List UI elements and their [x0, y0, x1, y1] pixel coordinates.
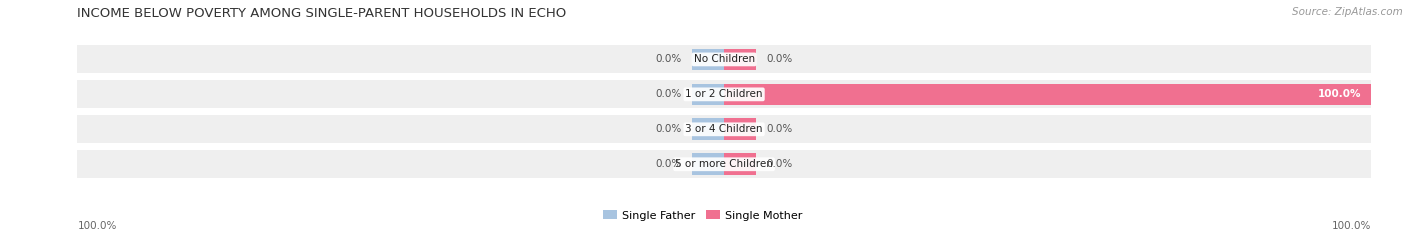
Bar: [724, 118, 756, 140]
Bar: [692, 153, 724, 175]
Bar: [692, 49, 724, 70]
Text: INCOME BELOW POVERTY AMONG SINGLE-PARENT HOUSEHOLDS IN ECHO: INCOME BELOW POVERTY AMONG SINGLE-PARENT…: [77, 7, 567, 20]
Text: 0.0%: 0.0%: [655, 55, 682, 64]
Text: 3 or 4 Children: 3 or 4 Children: [685, 124, 763, 134]
Bar: [77, 150, 1371, 178]
Text: 1 or 2 Children: 1 or 2 Children: [685, 89, 763, 99]
Text: 5 or more Children: 5 or more Children: [675, 159, 773, 169]
Text: 0.0%: 0.0%: [655, 89, 682, 99]
Bar: [77, 115, 1371, 143]
Text: 100.0%: 100.0%: [77, 221, 117, 231]
Bar: [724, 49, 756, 70]
Text: 100.0%: 100.0%: [1331, 221, 1371, 231]
Bar: [692, 83, 724, 105]
Text: 0.0%: 0.0%: [766, 55, 793, 64]
Bar: [77, 45, 1371, 73]
Bar: [724, 83, 1371, 105]
Bar: [724, 153, 756, 175]
Text: 0.0%: 0.0%: [655, 159, 682, 169]
Text: Source: ZipAtlas.com: Source: ZipAtlas.com: [1292, 7, 1403, 17]
Text: 0.0%: 0.0%: [766, 124, 793, 134]
Text: No Children: No Children: [693, 55, 755, 64]
Text: 0.0%: 0.0%: [655, 124, 682, 134]
Bar: [692, 118, 724, 140]
Text: 100.0%: 100.0%: [1317, 89, 1361, 99]
Legend: Single Father, Single Mother: Single Father, Single Mother: [599, 206, 807, 225]
Text: 0.0%: 0.0%: [766, 159, 793, 169]
Bar: [77, 80, 1371, 108]
